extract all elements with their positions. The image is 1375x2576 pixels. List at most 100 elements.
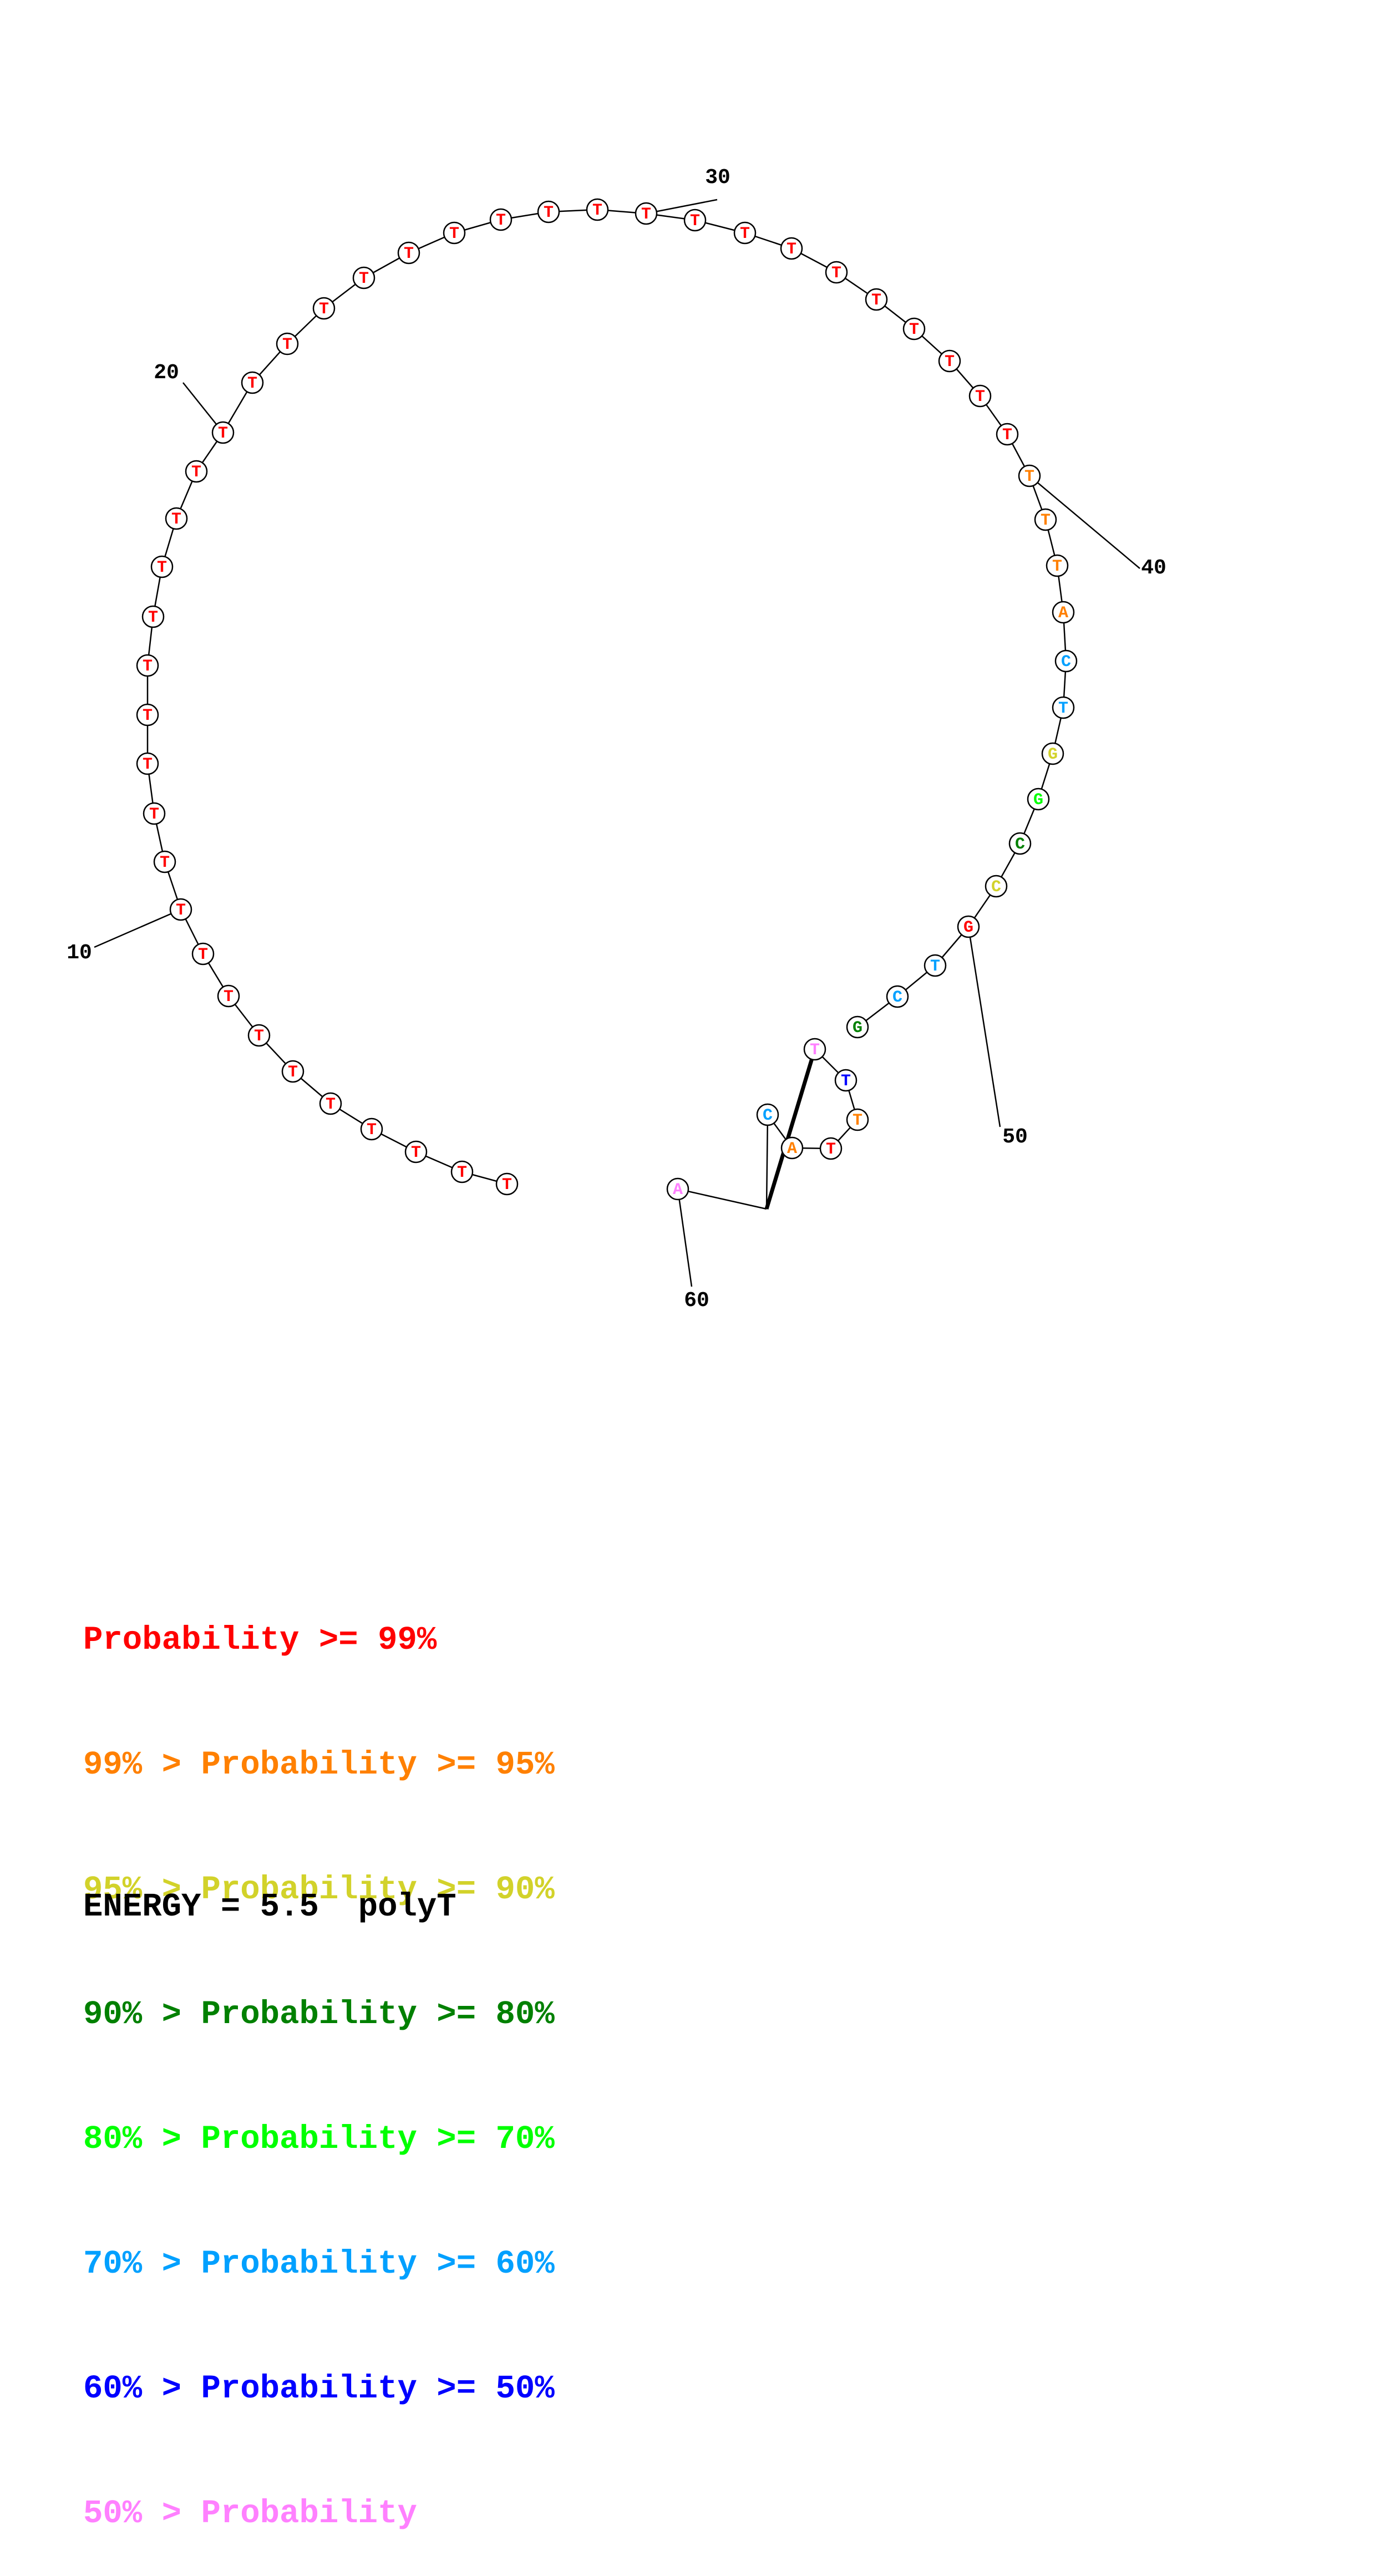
nucleotide-letter: G (1048, 745, 1058, 764)
backbone (146, 209, 1067, 1210)
nucleotide-circle (281, 1060, 305, 1083)
nucleotide: T (803, 1038, 826, 1061)
nucleotide-letter: T (1041, 511, 1051, 530)
nucleotide: T (865, 288, 888, 311)
nucleotide: T (996, 423, 1019, 446)
nucleotide-circle (819, 1137, 843, 1160)
nucleotide-circle (803, 1038, 826, 1061)
position-tick-label: 50 (1002, 1125, 1028, 1149)
nucleotide-letter: T (810, 1041, 820, 1060)
nucleotide: T (780, 237, 803, 260)
legend-label: Probability >= (201, 2121, 496, 2158)
nucleotide-circle (780, 237, 803, 260)
nucleotide: T (443, 221, 466, 245)
nucleotide-letter: A (673, 1181, 683, 1200)
nucleotide-circle (276, 332, 299, 355)
nucleotide-circle (136, 654, 159, 677)
nucleotide: T (352, 266, 376, 289)
legend-row: 95% > Probability >= 90% (83, 1869, 555, 1911)
nucleotide: T (397, 241, 420, 265)
nucleotide: T (1018, 464, 1041, 487)
legend-row: 60% > Probability >= 50% (83, 2368, 555, 2410)
nucleotide: A (666, 1177, 689, 1201)
legend-prefix: 70% > (83, 2245, 201, 2283)
legend-label: Probability >= (201, 2245, 496, 2283)
nucleotide-letter: T (975, 388, 985, 407)
nucleotide-circle (165, 507, 188, 530)
nucleotide-circle (586, 198, 609, 221)
nucleotide-letter: G (963, 918, 973, 937)
nucleotide: T (136, 654, 159, 677)
nucleotide-letter: T (502, 1176, 512, 1195)
nucleotide-circle (352, 266, 376, 289)
legend-prefix: 99% > (83, 1746, 201, 1784)
nucleotide: T (968, 384, 992, 408)
legend-prefix: 95% > (83, 1871, 201, 1908)
nucleotide-circle (1041, 742, 1064, 765)
legend-prefix: 90% > (83, 1996, 201, 2033)
tick-line (1029, 475, 1140, 569)
nucleotide: T (247, 1024, 271, 1047)
nucleotide-circle (1018, 464, 1041, 487)
nucleotide-circle (1052, 601, 1075, 624)
nucleotide-letter: T (157, 558, 167, 577)
nucleotide: T (276, 332, 299, 355)
nucleotide: T (211, 421, 235, 444)
nucleotide-letter: T (740, 225, 750, 243)
nucleotide-letter: T (191, 463, 201, 482)
nucleotide: C (985, 875, 1008, 898)
nucleotide-letter: T (1058, 699, 1068, 718)
position-tick-label: 40 (1141, 556, 1166, 580)
nucleotide-letter: T (1002, 426, 1012, 445)
nucleotide-letter: A (1058, 604, 1068, 623)
nucleotide-circle (404, 1140, 428, 1163)
position-tick-label: 20 (154, 361, 179, 385)
nucleotide-letter: C (892, 988, 902, 1007)
nucleotide-letter: T (831, 264, 841, 283)
nucleotide-letter: T (149, 805, 159, 824)
nucleotide-letter: C (991, 878, 1001, 897)
nucleotide-circle (938, 349, 961, 373)
nucleotide: T (153, 850, 176, 873)
nucleotide-circle (886, 985, 909, 1008)
nucleotide-letter: T (247, 374, 257, 393)
nucleotide-letter: T (143, 657, 153, 676)
nucleotide: T (489, 208, 513, 231)
nucleotide-letter: T (143, 707, 153, 725)
legend-row: 99% > Probability >= 95% (83, 1744, 555, 1786)
legend-threshold: 70% (495, 2121, 555, 2158)
backbone-segment (677, 1188, 767, 1210)
nucleotide-circle (957, 915, 980, 938)
nucleotide-circle (846, 1015, 869, 1039)
nucleotide: T (281, 1060, 305, 1083)
nucleotide-circle (143, 802, 166, 825)
nucleotide-letter: T (690, 212, 700, 231)
legend-label: Probability (201, 2495, 417, 2532)
nucleotide: C (886, 985, 909, 1008)
nucleotide: T (938, 349, 961, 373)
legend-threshold: 90% (495, 1871, 555, 1908)
nucleotide: G (1027, 787, 1050, 811)
nucleotide: T (143, 802, 166, 825)
legend-label: Probability >= (83, 1622, 378, 1659)
legend-label: Probability >= (201, 1871, 496, 1908)
nucleotide-letter: T (1024, 468, 1034, 486)
nucleotide-circle (217, 984, 240, 1008)
nucleotide: T (495, 1172, 519, 1196)
nucleotide: T (141, 605, 165, 628)
nucleotide-circle (397, 241, 420, 265)
nucleotide: T (924, 954, 947, 977)
nucleotide-letter: T (404, 245, 414, 263)
nucleotide-circle (996, 423, 1019, 446)
legend-row: 80% > Probability >= 70% (83, 2118, 555, 2160)
nucleotide: C (1054, 649, 1078, 673)
nucleotide: T (537, 200, 560, 223)
nucleotide-letter: T (218, 424, 228, 443)
nucleotide-letter: T (871, 291, 881, 310)
nucleotide-circle (211, 421, 235, 444)
nucleotide-circle (666, 1177, 689, 1201)
nucleotide-circle (443, 221, 466, 245)
nucleotide: T (834, 1069, 858, 1092)
nucleotide-circle (756, 1103, 779, 1126)
nucleotide: C (756, 1103, 779, 1126)
